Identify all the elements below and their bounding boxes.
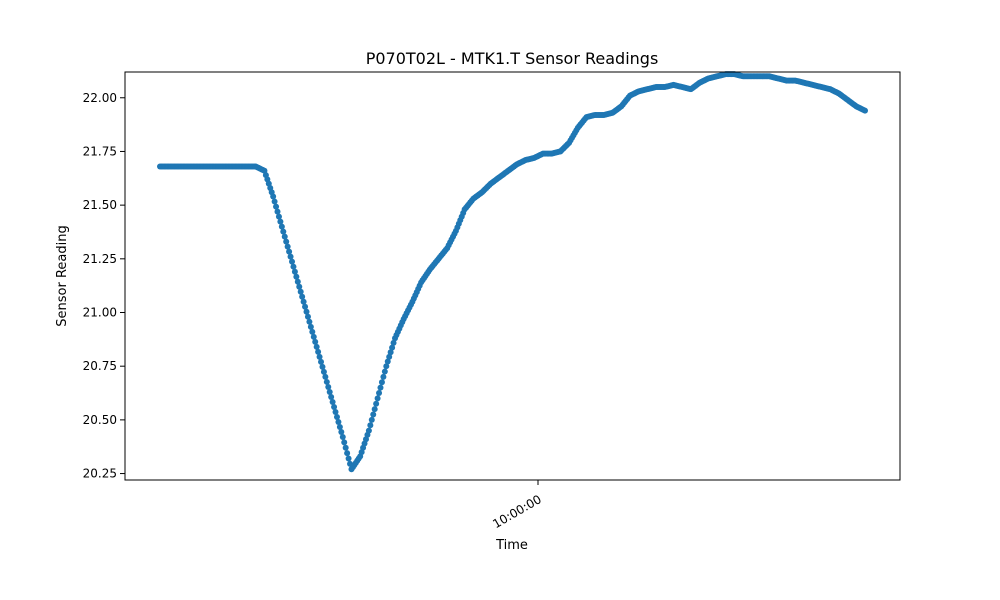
data-point bbox=[383, 363, 390, 370]
data-points bbox=[157, 71, 868, 473]
data-point bbox=[377, 384, 384, 391]
y-tick-label: 22.00 bbox=[83, 91, 117, 105]
data-point bbox=[341, 439, 348, 446]
data-point bbox=[384, 358, 391, 365]
data-point bbox=[270, 193, 277, 200]
plot-frame bbox=[124, 71, 901, 481]
data-point bbox=[326, 388, 333, 395]
data-point bbox=[381, 368, 388, 375]
data-point bbox=[331, 403, 338, 410]
y-tick-label: 20.50 bbox=[83, 413, 117, 427]
data-point bbox=[310, 333, 317, 340]
data-point bbox=[342, 444, 349, 451]
y-tick-label: 20.25 bbox=[83, 467, 117, 481]
data-point bbox=[293, 273, 300, 280]
data-point bbox=[862, 107, 868, 114]
data-point bbox=[386, 353, 393, 360]
data-point bbox=[304, 313, 311, 320]
data-point bbox=[322, 373, 329, 380]
data-point bbox=[273, 203, 280, 210]
data-point bbox=[371, 406, 378, 413]
data-point bbox=[380, 373, 387, 380]
data-point bbox=[284, 243, 291, 250]
data-point bbox=[320, 368, 327, 375]
data-point bbox=[307, 323, 314, 330]
data-point bbox=[277, 218, 284, 225]
data-point bbox=[325, 383, 332, 390]
data-point bbox=[309, 328, 316, 335]
y-tick-label: 21.25 bbox=[83, 252, 117, 266]
data-point bbox=[373, 400, 380, 407]
data-point bbox=[289, 258, 296, 265]
data-point bbox=[274, 208, 281, 215]
data-point bbox=[300, 298, 307, 305]
data-point bbox=[332, 409, 339, 415]
data-point bbox=[319, 363, 326, 370]
data-point bbox=[367, 422, 374, 429]
data-point bbox=[296, 283, 303, 290]
data-point bbox=[390, 339, 397, 346]
data-point bbox=[299, 293, 306, 300]
data-point bbox=[315, 348, 322, 355]
data-point bbox=[291, 268, 298, 275]
data-point bbox=[323, 378, 330, 385]
data-point bbox=[271, 198, 278, 205]
data-point bbox=[365, 427, 372, 434]
y-axis-label: Sensor Reading bbox=[55, 225, 70, 326]
data-point bbox=[303, 308, 310, 315]
data-point bbox=[290, 263, 297, 270]
data-point bbox=[389, 344, 396, 351]
data-point bbox=[294, 278, 301, 285]
data-point bbox=[329, 398, 336, 405]
data-point bbox=[286, 248, 293, 255]
data-point bbox=[313, 343, 320, 350]
data-point bbox=[336, 424, 343, 431]
data-point bbox=[344, 450, 351, 457]
data-point bbox=[302, 303, 309, 310]
data-point bbox=[345, 455, 352, 462]
data-point bbox=[287, 253, 294, 260]
data-point bbox=[312, 338, 319, 345]
data-point bbox=[297, 288, 304, 295]
data-point bbox=[374, 395, 381, 402]
data-point bbox=[387, 349, 394, 356]
data-point bbox=[306, 318, 313, 325]
y-tick-label: 21.00 bbox=[83, 306, 117, 320]
y-tick-label: 21.50 bbox=[83, 198, 117, 212]
y-tick-label: 20.75 bbox=[83, 359, 117, 373]
data-point bbox=[283, 238, 290, 245]
data-point bbox=[281, 233, 288, 240]
data-point bbox=[370, 411, 377, 418]
data-point bbox=[280, 228, 287, 235]
data-point bbox=[318, 358, 325, 365]
y-axis-ticks: 20.25 20.50 20.75 21.00 21.25 21.50 21.75 22.00 bbox=[83, 91, 125, 481]
data-point bbox=[378, 379, 385, 386]
data-point bbox=[316, 353, 323, 360]
data-point bbox=[333, 414, 340, 421]
data-point bbox=[338, 429, 345, 436]
chart-title: P070T02L - MTK1.T Sensor Readings bbox=[366, 49, 659, 68]
data-point bbox=[328, 393, 335, 400]
data-point bbox=[339, 434, 346, 441]
data-point bbox=[368, 416, 375, 423]
x-axis-label: Time bbox=[495, 538, 528, 553]
data-point bbox=[275, 213, 282, 220]
data-point bbox=[335, 419, 342, 426]
data-point bbox=[376, 390, 383, 397]
y-tick-label: 21.75 bbox=[83, 144, 117, 158]
data-point bbox=[278, 223, 285, 230]
